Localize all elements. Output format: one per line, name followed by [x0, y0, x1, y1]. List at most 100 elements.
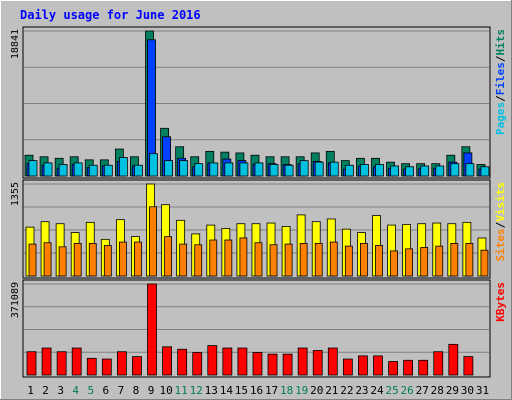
x-tick-label: 5 — [87, 384, 94, 397]
bar-kbytes-day-16 — [252, 352, 263, 376]
bar-kbytes-day-24 — [373, 355, 383, 376]
panel-kbytes: 371089 KBytes — [10, 279, 507, 378]
x-tick-label: 31 — [476, 384, 489, 397]
x-tick-label: 13 — [205, 384, 218, 397]
bar-pages-day-26 — [405, 166, 415, 177]
bar-pages-day-13 — [209, 162, 219, 177]
bar-pages-day-12 — [194, 163, 204, 177]
legend: KBytes — [494, 282, 507, 322]
x-tick-label: 11 — [175, 384, 188, 397]
x-tick-label: 16 — [250, 384, 263, 397]
x-tick-label: 23 — [355, 384, 368, 397]
bar-sites-day-27 — [420, 247, 429, 277]
legend-entry: / — [494, 55, 507, 62]
bar-kbytes-day-28 — [433, 351, 444, 376]
x-tick-label: 22 — [340, 384, 353, 397]
bar-sites-day-8 — [134, 241, 142, 277]
legend-entry: KBytes — [494, 282, 507, 322]
x-tick-label: 21 — [325, 384, 338, 397]
x-tick-label: 29 — [446, 384, 459, 397]
bar-kbytes-day-25 — [388, 361, 398, 376]
x-tick-label: 12 — [190, 384, 203, 397]
bar-kbytes-day-4 — [71, 347, 82, 376]
bar-pages-day-7 — [118, 157, 128, 177]
bar-sites-day-25 — [390, 250, 398, 277]
bar-kbytes-day-12 — [192, 352, 203, 376]
bar-sites-day-28 — [435, 245, 444, 277]
bar-sites-day-17 — [269, 244, 278, 277]
x-tick-label: 19 — [295, 384, 308, 397]
x-tick-label: 3 — [57, 384, 64, 397]
legend: Sites/Visits — [494, 182, 507, 262]
bar-sites-day-24 — [375, 245, 383, 277]
legend: Pages/Files/Hits — [494, 29, 507, 135]
bar-pages-day-20 — [314, 161, 324, 177]
x-tick-label: 6 — [103, 384, 110, 397]
x-tick-label: 25 — [385, 384, 398, 397]
bar-sites-day-26 — [405, 248, 414, 277]
bar-kbytes-day-19 — [297, 347, 308, 376]
x-tick-label: 28 — [431, 384, 444, 397]
bar-kbytes-day-17 — [267, 353, 278, 376]
bar-pages-day-3 — [58, 164, 68, 177]
legend-entry: Hits — [494, 29, 507, 56]
bar-pages-day-5 — [88, 164, 98, 177]
bar-sites-day-23 — [360, 243, 368, 277]
bar-pages-day-2 — [43, 162, 53, 177]
bar-pages-day-21 — [329, 161, 339, 177]
bar-sites-day-13 — [209, 239, 218, 277]
bar-pages-day-30 — [465, 163, 475, 177]
bar-pages-day-24 — [375, 164, 384, 177]
bar-kbytes-day-23 — [358, 355, 368, 376]
bar-pages-day-16 — [254, 162, 264, 177]
bar-pages-day-14 — [224, 162, 234, 177]
legend-entry: / — [494, 95, 507, 102]
x-tick-label: 20 — [310, 384, 323, 397]
bar-kbytes-day-9 — [147, 283, 157, 376]
x-tick-label: 2 — [42, 384, 49, 397]
ymax-label: 371089 — [10, 282, 21, 318]
bar-kbytes-day-6 — [101, 358, 112, 376]
bar-sites-day-31 — [480, 249, 489, 277]
bar-sites-day-19 — [299, 243, 308, 277]
x-tick-label: 15 — [235, 384, 248, 397]
bar-pages-day-31 — [480, 166, 490, 177]
bar-pages-day-27 — [420, 165, 430, 177]
bar-kbytes-day-18 — [282, 353, 293, 376]
bar-pages-day-29 — [450, 163, 460, 177]
plot-area — [22, 26, 491, 179]
bar-sites-day-20 — [314, 243, 323, 277]
bar-kbytes-day-22 — [342, 358, 353, 376]
chart-title: Daily usage for June 2016 — [20, 8, 201, 22]
bar-kbytes-day-11 — [177, 348, 188, 376]
bar-sites-day-12 — [194, 244, 203, 277]
legend-entry: / — [494, 221, 507, 228]
chart-panels: 18841Pages/Files/Hits1355Sites/Visits371… — [10, 26, 507, 378]
x-tick-label: 9 — [148, 384, 155, 397]
bar-sites-day-14 — [224, 239, 233, 277]
bar-kbytes-day-15 — [237, 347, 248, 376]
bar-pages-day-28 — [435, 165, 445, 177]
x-tick-label: 24 — [370, 384, 384, 397]
bar-kbytes-day-14 — [222, 347, 233, 376]
bar-kbytes-day-29 — [448, 343, 459, 376]
x-tick-label: 1 — [27, 384, 34, 397]
bar-sites-day-6 — [103, 245, 112, 277]
bar-kbytes-day-10 — [162, 346, 172, 376]
bar-pages-day-18 — [284, 164, 294, 177]
bar-sites-day-4 — [73, 243, 82, 277]
bar-sites-day-2 — [43, 242, 52, 277]
bar-sites-day-10 — [164, 236, 172, 277]
legend-entry: Files — [494, 62, 507, 95]
bar-kbytes-day-30 — [463, 356, 474, 376]
x-tick-label: 26 — [401, 384, 414, 397]
bar-pages-day-19 — [299, 160, 309, 177]
bar-sites-day-5 — [88, 243, 97, 277]
bar-kbytes-day-27 — [418, 359, 429, 376]
bar-pages-day-4 — [73, 162, 83, 177]
bar-sites-day-11 — [179, 243, 188, 277]
bar-pages-day-23 — [360, 164, 369, 177]
bar-kbytes-day-7 — [116, 351, 127, 376]
bar-sites-day-9 — [149, 206, 157, 277]
